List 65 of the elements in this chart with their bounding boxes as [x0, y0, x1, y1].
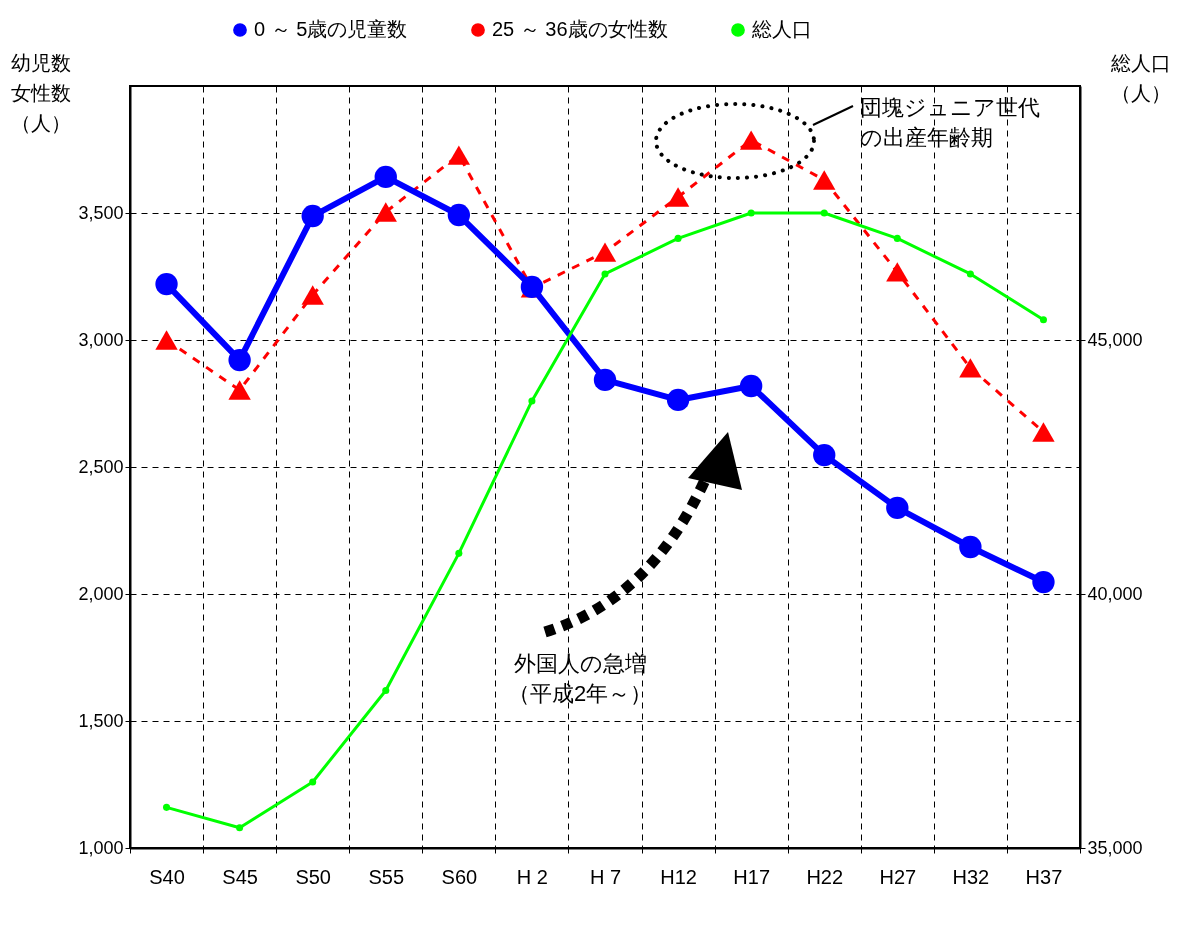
- legend-label: 25 ～ 36歳の女性数: [492, 18, 668, 40]
- point: [813, 170, 836, 190]
- y-tick-label: 1,500: [78, 710, 124, 731]
- y2-tick-label: 45,000: [1087, 329, 1143, 350]
- point: [739, 374, 763, 398]
- point: [155, 330, 178, 350]
- point: [382, 686, 390, 695]
- x-tick-label: H 7: [589, 865, 622, 888]
- y2-axis-title: 総人口（人）: [1109, 51, 1171, 104]
- point: [593, 368, 617, 392]
- point: [666, 187, 690, 207]
- point: [228, 380, 251, 400]
- x-tick-label: S50: [295, 865, 331, 888]
- point: [966, 270, 974, 278]
- y2-tick-label: 35,000: [1087, 837, 1143, 858]
- point: [739, 130, 763, 150]
- point: [528, 397, 536, 405]
- x-tick-label: S60: [441, 865, 478, 888]
- point: [155, 272, 178, 296]
- y-tick-label: 3,000: [78, 329, 124, 350]
- y2-tick-label: 40,000: [1087, 583, 1143, 604]
- point: [374, 165, 397, 189]
- point: [1039, 316, 1047, 324]
- point: [1032, 570, 1055, 594]
- point: [228, 348, 251, 372]
- y-tick-label: 3,500: [78, 202, 124, 223]
- point: [959, 358, 982, 378]
- x-tick-label: H32: [952, 865, 990, 888]
- point: [374, 202, 397, 222]
- x-tick-label: S55: [368, 865, 405, 888]
- point: [886, 262, 909, 282]
- x-tick-label: H37: [1025, 865, 1063, 888]
- y-tick-label: 2,500: [78, 456, 124, 477]
- point: [593, 242, 617, 262]
- point: [236, 824, 244, 832]
- point: [601, 270, 609, 278]
- point: [886, 496, 909, 520]
- y-tick-label: 1,000: [78, 837, 124, 858]
- x-tick-label: H22: [806, 865, 844, 888]
- point: [301, 204, 324, 228]
- x-tick-label: S40: [149, 865, 185, 888]
- point: [820, 209, 828, 217]
- x-tick-label: H12: [660, 865, 697, 888]
- x-tick-label: H 2: [516, 865, 548, 888]
- point: [666, 388, 690, 412]
- x-tick-label: S45: [222, 865, 258, 888]
- point: [447, 145, 471, 165]
- point: [309, 778, 317, 786]
- point: [747, 209, 755, 217]
- x-tick-label: H17: [733, 865, 771, 888]
- legend-label: 総人口: [751, 18, 812, 40]
- x-tick-label: H27: [879, 865, 917, 888]
- point: [813, 443, 836, 467]
- point: [959, 535, 982, 559]
- point: [455, 549, 463, 557]
- y-tick-label: 2,000: [78, 583, 124, 604]
- point: [1032, 422, 1055, 442]
- point: [893, 234, 901, 242]
- point: [301, 285, 324, 305]
- point: [447, 203, 471, 227]
- y-axis-title: 幼児数女性数（人）: [10, 51, 71, 134]
- legend-label: 0 ～ 5歳の児童数: [254, 18, 408, 40]
- point: [163, 803, 171, 811]
- annotation: 団塊ジュニア世代の出産年齢期: [860, 95, 1040, 150]
- point: [674, 234, 682, 242]
